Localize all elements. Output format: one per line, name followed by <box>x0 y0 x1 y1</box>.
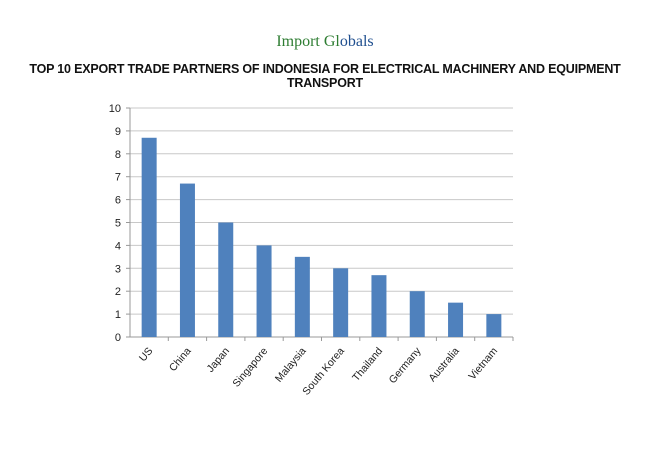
x-tick-label: Malaysia <box>273 345 309 385</box>
y-tick-label: 5 <box>115 218 121 230</box>
y-tick-label: 6 <box>115 195 121 207</box>
x-tick-label: China <box>167 345 194 374</box>
bar-singapore <box>256 245 272 337</box>
bar-germany <box>409 291 425 337</box>
bar-thailand <box>371 275 387 337</box>
bar-malaysia <box>294 256 310 337</box>
x-tick-label: Vietnam <box>466 345 500 382</box>
y-tick-label: 7 <box>115 172 121 184</box>
y-tick-label: 9 <box>115 126 121 138</box>
bar-china <box>179 183 195 337</box>
y-tick-label: 8 <box>115 149 121 161</box>
y-tick-label: 2 <box>115 286 121 298</box>
x-tick-label: US <box>137 345 156 364</box>
bar-vietnam <box>486 314 502 337</box>
x-tick-label: Singapore <box>230 345 270 390</box>
bar-us <box>141 137 157 337</box>
y-tick-label: 10 <box>109 103 121 115</box>
bar-japan <box>218 222 234 337</box>
y-tick-label: 3 <box>115 263 121 275</box>
x-tick-label: Thailand <box>350 345 385 384</box>
logo-text: Import Gl <box>276 33 340 50</box>
x-tick-label: Germany <box>387 345 424 386</box>
x-tick-label: Australia <box>426 345 462 384</box>
y-tick-label: 0 <box>115 332 121 344</box>
bar-australia <box>448 302 464 337</box>
x-tick-label: Japan <box>204 345 232 375</box>
logo-text-globe: obals <box>339 33 374 50</box>
logo: Import Globals <box>0 33 650 51</box>
chart-title: TOP 10 EXPORT TRADE PARTNERS OF INDONESI… <box>29 62 621 90</box>
bar-south-korea <box>333 268 349 337</box>
y-tick-label: 4 <box>115 240 121 252</box>
y-tick-label: 1 <box>115 309 121 321</box>
